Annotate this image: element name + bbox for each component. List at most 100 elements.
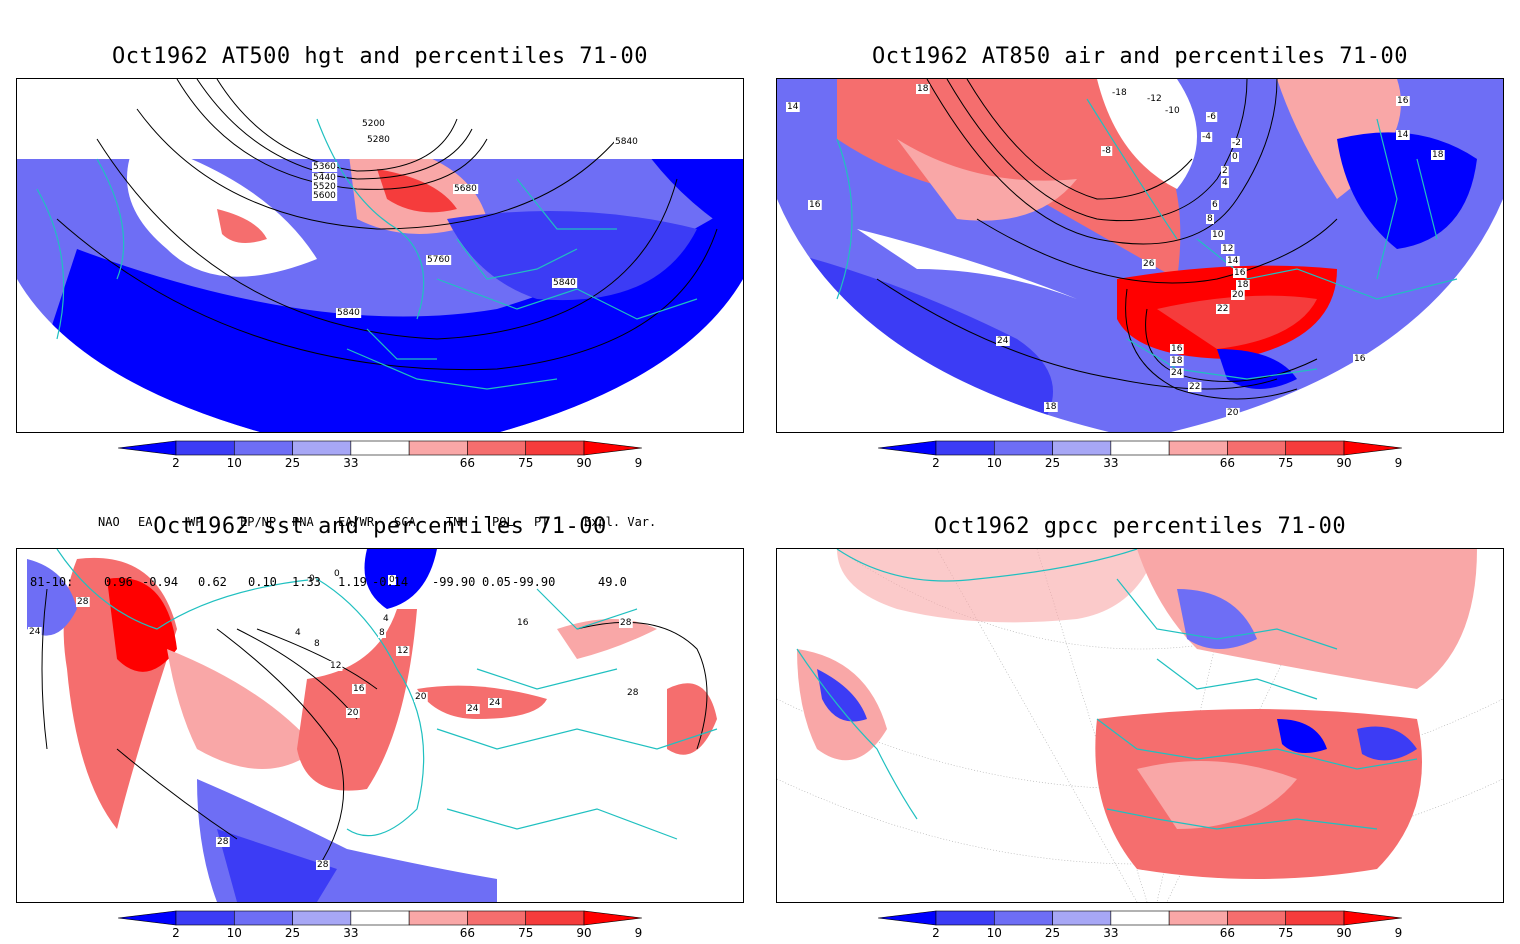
contour-label: 8	[379, 628, 385, 638]
contour-label: 4	[295, 628, 301, 638]
colorbar-segment	[1343, 440, 1403, 456]
colorbar-tick-label: 2	[172, 926, 180, 940]
contour-label: 12	[397, 646, 408, 656]
contour-labels-sst: 28 24 0 0 0 4 4 8 8 12 12 16 16 20 20 24…	[28, 569, 640, 870]
contour-label: 18	[1171, 356, 1183, 366]
contour-label: 8	[314, 639, 320, 649]
index-value: 1.33	[292, 575, 321, 589]
map-panel-air: 14 16 18 -18 -12 -10 -8 -6 -4 -2 0 2 4 6…	[776, 78, 1504, 433]
colorbar-segment	[935, 440, 995, 456]
colorbar-segment	[175, 910, 235, 926]
contour-label: 5840	[337, 308, 360, 318]
teleconnection-indices: NAO EA WP EP/NP PNA EA/WR SCA TNH POL PT Expl. Var…	[30, 472, 656, 612]
colorbar-tick-label: 2	[932, 926, 940, 940]
colorbar-tick-label: 90	[576, 926, 591, 940]
index-header: NAO	[98, 515, 120, 529]
index-header: POL	[492, 515, 514, 529]
colorbar-tick-label: 2	[932, 456, 940, 470]
panel-title-hgt: Oct1962 AT500 hgt and percentiles 71-00	[111, 44, 649, 69]
colorbar-segment	[1168, 440, 1228, 456]
colorbar-segment	[233, 440, 293, 456]
index-header: SCA	[394, 515, 416, 529]
colorbar-tick-label: 10	[987, 456, 1002, 470]
panel-title-gpcc: Oct1962 gpcc percentiles 71-00	[933, 514, 1347, 539]
contour-label: 5600	[313, 191, 336, 201]
index-value: 49.0	[598, 575, 627, 589]
contour-label: -10	[1165, 106, 1180, 116]
colorbar-segment	[292, 440, 352, 456]
contour-label: -18	[1112, 88, 1127, 98]
contour-label: -4	[1202, 132, 1211, 142]
contour-label: 10	[1212, 230, 1224, 240]
contour-label: 0	[389, 575, 395, 585]
contour-label: -6	[1207, 112, 1216, 122]
contour-label: 5280	[367, 135, 390, 145]
colorbar-tick-label: 98	[1395, 456, 1402, 470]
contour-label: 14	[787, 102, 799, 112]
index-header: PT	[534, 515, 549, 529]
colorbar-tick-label: 10	[987, 926, 1002, 940]
colorbar-tick-label: 33	[343, 456, 358, 470]
colorbar-segment	[233, 910, 293, 926]
colorbar-gpcc: 2 10 25 33 66 75 90 98	[877, 910, 1410, 940]
contour-label: 14	[1397, 130, 1409, 140]
contour-label: 26	[1143, 259, 1155, 269]
contour-label: 24	[467, 704, 479, 714]
colorbar-segment	[525, 440, 585, 456]
panel-title-sst: Oct1962 sst and percentiles 71-00	[153, 514, 607, 539]
colorbar-tick-label: 25	[1045, 456, 1060, 470]
contour-label: 20	[1232, 290, 1244, 300]
contour-label: 18	[917, 84, 929, 94]
colorbar-segment	[1343, 910, 1403, 926]
contour-label: 16	[1354, 354, 1366, 364]
index-value: -0.94	[142, 575, 179, 589]
colorbar-segment	[1052, 440, 1112, 456]
index-header: TNH	[446, 515, 468, 529]
contour-label: 16	[1171, 344, 1183, 354]
map-panel-sst: 28 24 0 0 0 4 4 8 8 12 12 16 16 20 20 24…	[16, 548, 744, 903]
colorbar-segment	[1052, 910, 1112, 926]
contour-labels-air: 14 16 18 -18 -12 -10 -8 -6 -4 -2 0 2 4 6…	[786, 84, 1445, 418]
contour-label: 24	[997, 336, 1009, 346]
colorbar-segment	[467, 910, 527, 926]
colorbar-segment	[1285, 440, 1345, 456]
contour-label: 24	[29, 627, 41, 637]
colorbar-tick-label: 66	[460, 926, 475, 940]
index-value: 1.19	[338, 575, 367, 589]
colorbar-segment	[117, 910, 177, 926]
contour-label: -8	[1102, 146, 1111, 156]
colorbar-segment	[292, 910, 352, 926]
index-header: EP/NP	[240, 515, 277, 529]
colorbar-tick-label: 33	[343, 926, 358, 940]
colorbar-tick-label: 75	[518, 926, 533, 940]
colorbar-segment	[525, 910, 585, 926]
contour-label: 18	[1237, 280, 1249, 290]
contour-labels-hgt: 5200 5280 5360 5440 5520 5600 5680 5760 …	[312, 119, 640, 318]
panel-title-air: Oct1962 AT850 air and percentiles 71-00	[871, 44, 1409, 69]
colorbar-segment	[935, 910, 995, 926]
contour-label: 16	[809, 200, 821, 210]
colorbar-tick-label: 25	[1045, 926, 1060, 940]
colorbar-sst: 2 10 25 33 66 75 90 98	[117, 910, 650, 940]
colorbar-tick-label: 98	[635, 926, 642, 940]
colorbar-segment	[350, 910, 410, 926]
colorbar-tick-label: 10	[227, 926, 242, 940]
colorbar-tick-label: 25	[285, 926, 300, 940]
colorbar-tick-label: 25	[285, 456, 300, 470]
contour-label: 28	[627, 688, 639, 698]
index-header: EA/WR	[338, 515, 375, 529]
contour-label: 5760	[427, 255, 450, 265]
colorbar-tick-label: 75	[518, 456, 533, 470]
colorbar-tick-label: 75	[1278, 456, 1293, 470]
colorbar-tick-label: 90	[1336, 926, 1351, 940]
contour-label: 5440	[313, 173, 336, 183]
contour-label: 20	[347, 708, 359, 718]
colorbar-segment	[1110, 910, 1170, 926]
colorbar-segment	[408, 910, 468, 926]
colorbar-segment	[408, 440, 468, 456]
colorbar-tick-label: 10	[227, 456, 242, 470]
colorbar-tick-label: 75	[1278, 926, 1293, 940]
colorbar-segment	[117, 440, 177, 456]
colorbar-segment	[1110, 440, 1170, 456]
colorbar-tick-label: 33	[1103, 456, 1118, 470]
